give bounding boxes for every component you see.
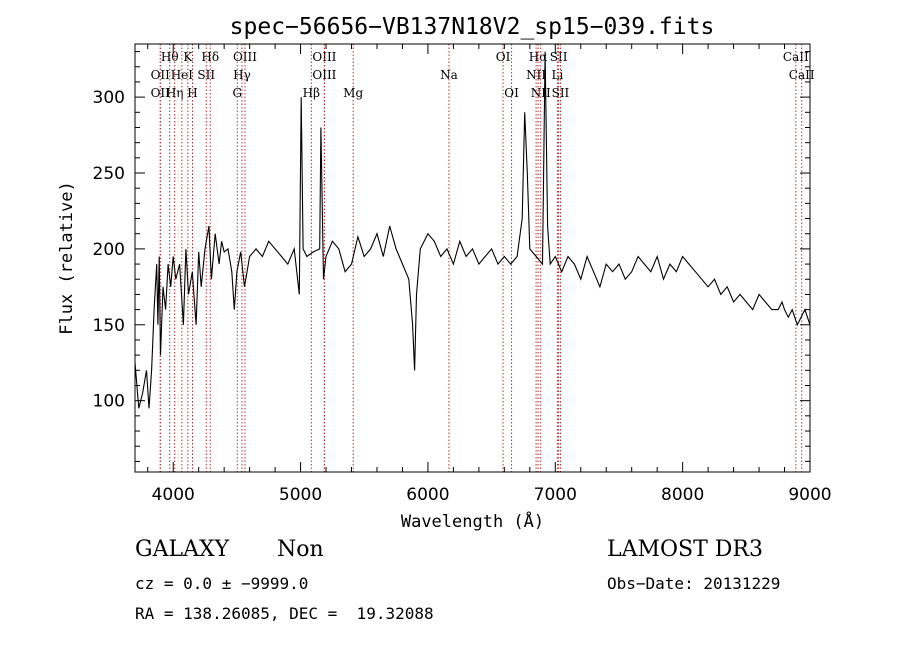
line-label: Hη: [166, 86, 184, 100]
x-axis-label: Wavelength (Å): [401, 510, 544, 532]
chart-title: spec−56656−VB137N18V2_sp15−039.fits: [230, 14, 715, 40]
y-tick-label: 250: [93, 164, 125, 184]
line-label: NII: [526, 68, 546, 82]
x-tick-label: 7000: [534, 485, 577, 505]
line-label: Hα: [529, 50, 548, 64]
line-label: H: [187, 86, 197, 100]
obs-date: Obs−Date: 20131229: [607, 574, 781, 593]
plot-frame: [134, 43, 811, 473]
x-tick-label: 8000: [661, 485, 704, 505]
coordinates: RA = 138.26085, DEC = 19.32088: [135, 604, 434, 623]
line-label: OIII: [233, 50, 257, 64]
line-label: OII: [151, 86, 171, 100]
line-label: Li: [551, 68, 563, 82]
cz-value: cz = 0.0 ± −9999.0: [135, 574, 309, 593]
y-tick-label: 100: [93, 392, 125, 412]
x-tick-label: 4000: [152, 485, 195, 505]
line-label: CaII: [789, 68, 815, 82]
line-label: G: [232, 86, 242, 100]
line-label: OIII: [312, 68, 336, 82]
object-subclass: Non: [277, 537, 324, 562]
y-tick-label: 150: [93, 316, 125, 336]
line-label: Hβ: [303, 86, 320, 100]
line-label: SII: [197, 68, 215, 82]
line-label: Hγ: [233, 68, 251, 82]
line-label: NII: [531, 86, 551, 100]
line-label: Mg: [343, 86, 363, 100]
line-label: SII: [552, 86, 570, 100]
survey-name: LAMOST DR3: [607, 537, 763, 562]
line-label: K: [183, 50, 193, 64]
line-label: Hθ: [161, 50, 179, 64]
x-tick-label: 9000: [788, 485, 831, 505]
line-label: OII: [151, 68, 171, 82]
line-label: CaII: [783, 50, 809, 64]
y-axis-label: Flux (relative): [57, 181, 77, 335]
y-tick-label: 200: [93, 240, 125, 260]
line-label: SII: [550, 50, 568, 64]
line-label: OI: [496, 50, 511, 64]
x-tick-label: 5000: [279, 485, 322, 505]
line-label: Hδ: [201, 50, 219, 64]
spectrum-line: [134, 51, 811, 409]
line-label: Na: [440, 68, 458, 82]
y-tick-label: 300: [93, 88, 125, 108]
line-label: HeI: [171, 68, 194, 82]
line-label: OIII: [312, 50, 336, 64]
x-tick-label: 6000: [406, 485, 449, 505]
object-class: GALAXY: [135, 537, 230, 562]
line-label: OI: [504, 86, 519, 100]
